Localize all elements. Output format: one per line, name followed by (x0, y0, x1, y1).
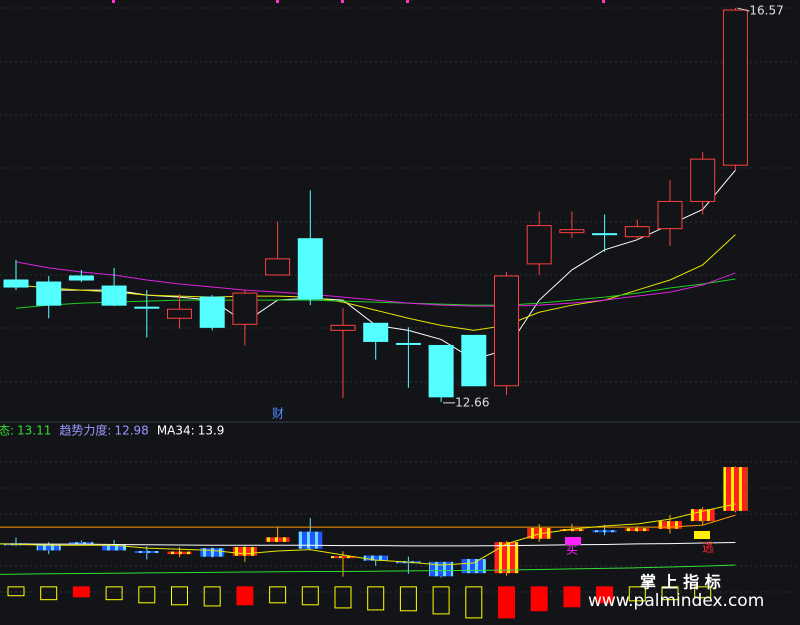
lower-line (0, 541, 736, 547)
signal-mark (565, 537, 581, 545)
signal-box (7, 586, 25, 597)
signal-box (269, 586, 287, 604)
signal-text: 逃 (702, 541, 714, 555)
ma-line (15, 234, 736, 331)
candle-body (134, 306, 160, 309)
high-label: 16.57 (749, 4, 783, 18)
lower-body (167, 551, 192, 555)
lower-body (102, 545, 127, 551)
signal-text: 买 (566, 543, 578, 557)
candle-body (199, 296, 225, 328)
legend-label: MA34: (157, 424, 195, 438)
watermark-title: 掌 上 指 标 (640, 573, 721, 592)
arrow (737, 7, 750, 12)
candle-body (363, 322, 389, 342)
lower-body (429, 561, 454, 577)
lower-body (36, 543, 61, 551)
candle-body (3, 279, 29, 288)
legend-label: 态: (0, 424, 14, 438)
candle-body (428, 344, 454, 398)
signal-box (203, 586, 221, 607)
signal-box (563, 586, 581, 608)
candle-body (265, 258, 291, 276)
candle-body (559, 229, 585, 234)
lower-body (134, 551, 159, 553)
candle-body (526, 225, 552, 265)
signal-box (628, 586, 646, 602)
signal-box (399, 586, 417, 612)
signal-box (236, 586, 254, 606)
signal-box (530, 586, 548, 612)
candle-body (395, 342, 421, 345)
lower-body (658, 521, 682, 529)
event-label: 财 (272, 407, 284, 421)
lower-body (265, 537, 290, 542)
lower-body (625, 528, 650, 532)
candle-body (722, 9, 748, 166)
candle-body (690, 158, 716, 202)
candle-body (657, 200, 683, 230)
signal-box (367, 586, 385, 611)
signal-box (498, 586, 515, 619)
low-label: 12.66 (455, 395, 489, 409)
ma-line (48, 169, 736, 361)
ma-line (15, 261, 736, 307)
lower-body (494, 542, 519, 574)
candle-body (592, 233, 618, 236)
candle-body (494, 275, 519, 387)
signal-box (334, 586, 352, 609)
signal-box (138, 586, 156, 604)
signal-box (661, 586, 679, 601)
lower-body (527, 527, 552, 539)
signal-box (72, 586, 90, 598)
signal-box (105, 586, 123, 601)
lower-body (592, 530, 617, 533)
signal-mark (694, 531, 710, 539)
lower-body (200, 548, 225, 557)
lower-body (298, 531, 323, 549)
lower-body (363, 555, 388, 561)
lower-line (0, 514, 736, 528)
top-dots (112, 0, 605, 3)
lower-body (461, 558, 486, 574)
lower-body (69, 542, 94, 545)
candle-body (330, 324, 356, 331)
lower-body (723, 467, 748, 511)
legend-value: 12.98 (114, 424, 148, 438)
lower-line (0, 564, 736, 575)
candle-body (297, 238, 323, 300)
signal-box (40, 586, 58, 601)
lower-line (0, 503, 736, 566)
legend-value: 13.9 (198, 424, 225, 438)
candle-body (101, 285, 127, 306)
candle-body (167, 308, 192, 319)
legend-label: 趋势力度: (59, 423, 111, 438)
signal-box (465, 586, 483, 619)
lower-body (690, 509, 715, 522)
legend-value: 13.11 (17, 424, 51, 438)
candle-body (461, 334, 487, 387)
candle-body (68, 275, 94, 281)
lower-body (232, 547, 257, 556)
candle-body (232, 292, 258, 325)
signal-box (432, 586, 450, 615)
lower-body (559, 529, 584, 532)
watermark-url: www.palmindex.com (588, 591, 764, 611)
candle-body (624, 226, 650, 238)
signal-box (301, 586, 319, 606)
signal-box (171, 586, 188, 606)
candle-body (36, 281, 62, 306)
ma-line (15, 278, 736, 309)
signal-box (694, 586, 712, 599)
lower-body (331, 556, 355, 559)
signal-box (596, 586, 614, 604)
